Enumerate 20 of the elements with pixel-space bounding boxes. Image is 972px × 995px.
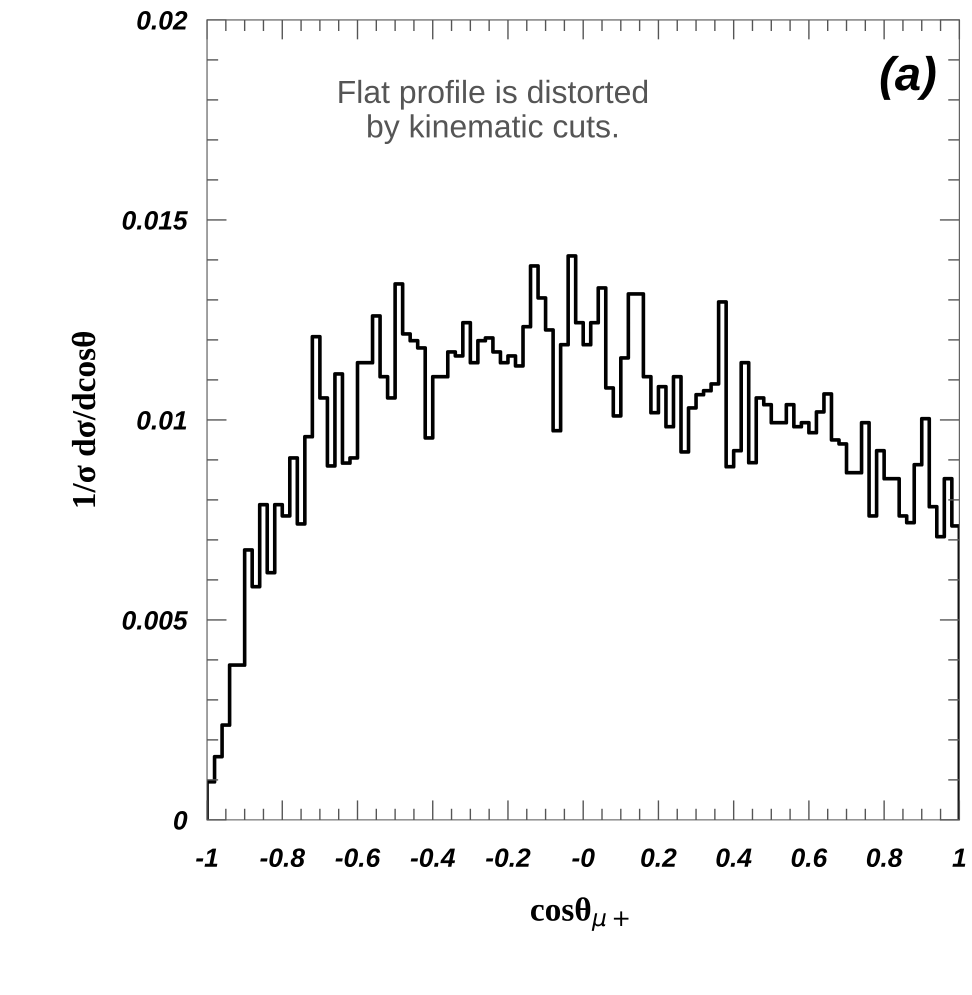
x-tick-label: 0.2 [641,848,677,868]
x-axis-title: cosθ$_{μ+}$ [531,897,628,931]
x-tick-label: 0.6 [792,848,828,868]
y-tick-label: 0.015 [122,211,188,230]
annotation: (a) [880,56,936,100]
x-tick-label: -1 [196,848,218,867]
x-tick-label: -0.8 [260,848,305,868]
y-tick-label: 0.005 [122,611,188,630]
x-tick-label: 0.4 [716,848,752,868]
x-tick-label: 1 [952,848,966,867]
x-tick-label: 0.8 [866,848,902,868]
y-tick-label: 0.02 [137,11,188,30]
y-tick-label: 0.01 [137,411,186,430]
x-tick-label: -0.6 [335,848,380,868]
annotation: Flat profile is distorted by kinematic cuts. [339,80,648,144]
y-axis-title: 1/σ dσ/dcosθ [72,332,96,507]
y-tick-label: 0 [174,811,188,830]
x-tick-label: -0.4 [410,848,456,868]
x-tick-label: -0 [572,848,595,868]
x-tick-label: -0.2 [486,848,530,868]
